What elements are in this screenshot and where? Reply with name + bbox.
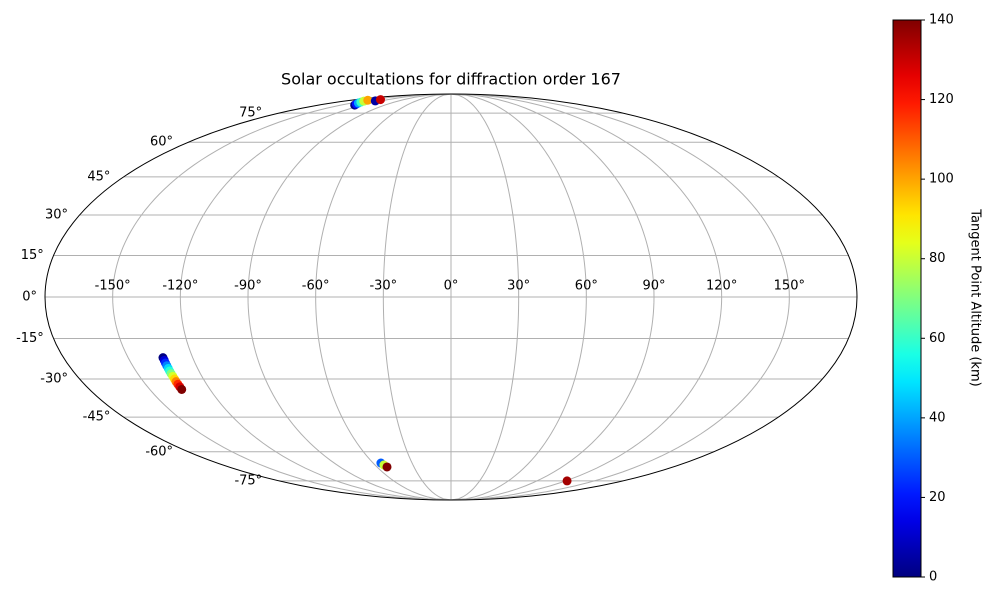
- x-tick-label: -60°: [302, 279, 330, 294]
- y-tick-label: -75°: [234, 473, 262, 488]
- x-tick-label: 120°: [706, 279, 737, 294]
- colorbar-tick-label: 80: [929, 251, 946, 266]
- colorbar-tick-label: 120: [929, 92, 954, 107]
- grid-line: [450, 93, 723, 501]
- grid-line: [450, 93, 655, 501]
- x-tick-label: 60°: [575, 279, 598, 294]
- grid-line: [450, 93, 790, 501]
- data-point: [382, 462, 392, 472]
- y-tick-label: -30°: [40, 372, 68, 387]
- colorbar: [892, 19, 922, 578]
- grid-line: [112, 93, 452, 501]
- grid-line: [450, 93, 587, 501]
- y-tick-label: 0°: [22, 290, 37, 305]
- y-tick-label: 60°: [150, 135, 173, 150]
- data-point: [363, 95, 373, 105]
- y-tick-label: 45°: [87, 169, 110, 184]
- chart-title: Solar occultations for diffraction order…: [281, 70, 621, 89]
- x-tick-label: 0°: [444, 279, 459, 294]
- colorbar-tick-label: 140: [929, 13, 954, 28]
- y-tick-label: -45°: [83, 410, 111, 425]
- grid-line: [450, 93, 520, 501]
- x-tick-label: -30°: [369, 279, 397, 294]
- data-point: [177, 384, 187, 394]
- x-tick-label: -150°: [95, 279, 131, 294]
- grid-line: [247, 93, 452, 501]
- x-tick-label: 150°: [774, 279, 805, 294]
- colorbar-tick-label: 20: [929, 490, 946, 505]
- y-tick-label: 15°: [21, 248, 44, 263]
- x-tick-label: -120°: [162, 279, 198, 294]
- colorbar-tick-label: 60: [929, 331, 946, 346]
- x-tick-label: 90°: [642, 279, 665, 294]
- data-point: [375, 95, 385, 105]
- x-tick-label: 30°: [507, 279, 530, 294]
- grid-line: [382, 93, 452, 501]
- colorbar-tick-label: 100: [929, 172, 954, 187]
- x-tick-label: -90°: [234, 279, 262, 294]
- y-tick-label: 75°: [239, 106, 262, 121]
- y-tick-label: -60°: [145, 444, 173, 459]
- colorbar-label: Tangent Point Altitude (km): [968, 208, 983, 386]
- y-tick-label: 30°: [45, 207, 68, 222]
- y-tick-label: -15°: [16, 331, 44, 346]
- grid-line: [315, 93, 452, 501]
- colorbar-tick-label: 40: [929, 410, 946, 425]
- map-boundary: [44, 93, 858, 501]
- grid-line: [179, 93, 452, 501]
- colorbar-tick-label: 0: [929, 570, 937, 585]
- data-point: [562, 476, 572, 486]
